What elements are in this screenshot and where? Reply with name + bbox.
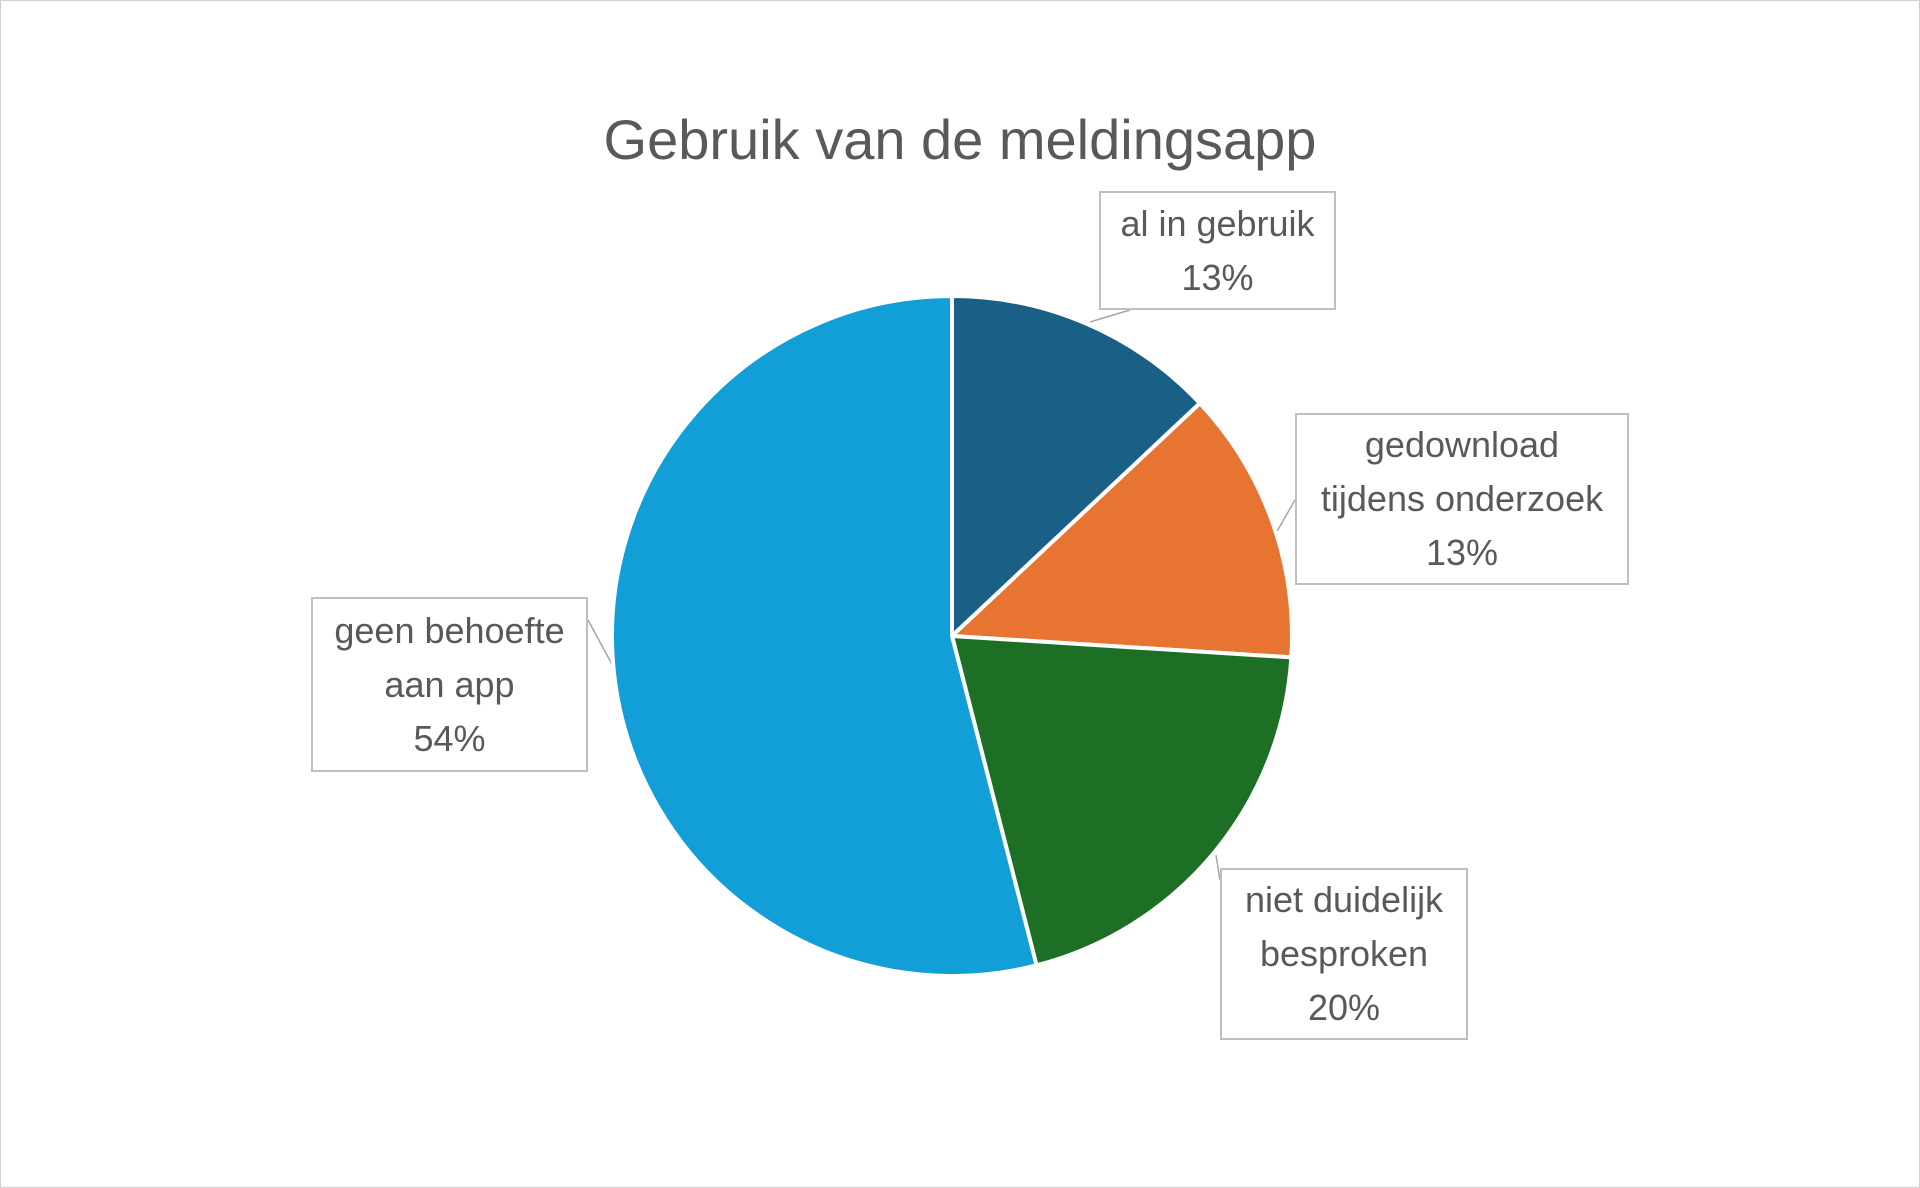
leader-line [1215, 854, 1221, 881]
pie-slice-niet-duidelijk-besproken [949, 633, 1294, 968]
pie-slice-gedownload-tijdens-onderzoek [947, 400, 1294, 660]
data-label-callout: geen behoefte aan app 54% [311, 597, 588, 772]
data-label-category: geen behoefte [334, 609, 565, 651]
data-label-value: 20% [1307, 987, 1381, 1028]
data-label-value: 13% [1181, 256, 1254, 298]
data-label-category: tijdens onderzoek [1320, 478, 1604, 519]
pie-slice-al-in-gebruik [950, 293, 1203, 641]
data-label-category: gedownload [1364, 424, 1560, 465]
data-label-category: besproken [1259, 933, 1429, 974]
leader-line [1089, 309, 1131, 323]
data-label-callout: niet duidelijk besproken 20% [1220, 868, 1468, 1040]
data-label-callout: al in gebruik 13% [1099, 191, 1336, 310]
data-label-value: 54% [413, 717, 486, 759]
data-label-category: aan app [384, 663, 515, 705]
data-label-callout: gedownload tijdens onderzoek 13% [1295, 413, 1629, 585]
leader-line [587, 619, 615, 669]
data-label-value: 13% [1425, 532, 1499, 573]
pie-slice-geen-behoefte-aan-app [610, 293, 1039, 978]
data-label-category: niet duidelijk [1244, 879, 1444, 920]
data-label-category: al in gebruik [1120, 202, 1315, 244]
chart-title: Gebruik van de meldingsapp [603, 108, 1317, 171]
